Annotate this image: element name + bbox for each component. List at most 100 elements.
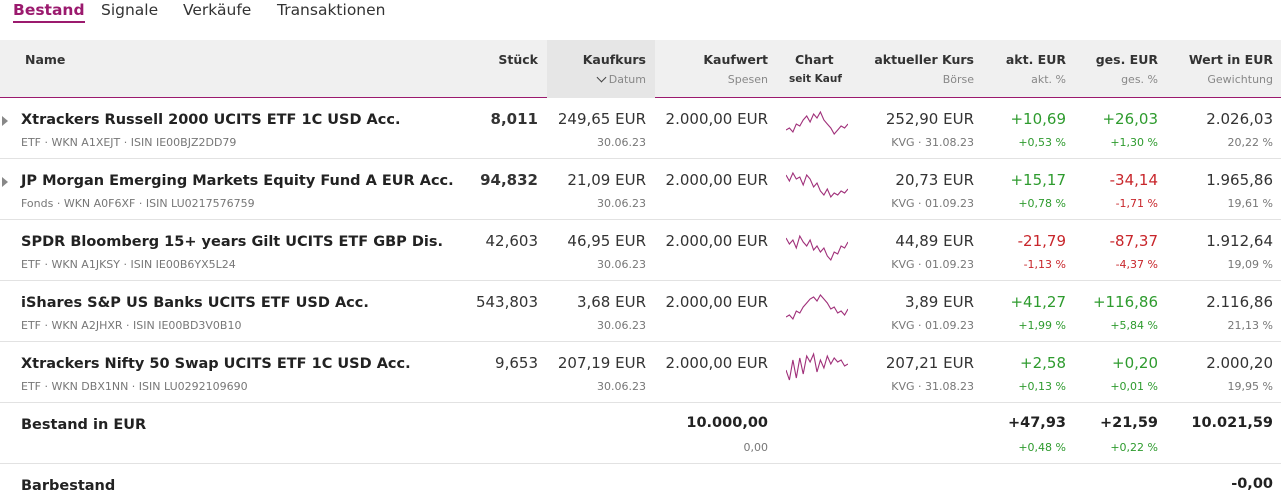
sparkline-chart[interactable] — [786, 350, 848, 384]
akt-pct-value: +0,53 % — [1018, 136, 1066, 149]
cash-wert: -0,00 — [1231, 476, 1273, 492]
ges-eur-value: +26,03 — [1102, 110, 1158, 128]
kaufdatum-value: 30.06.23 — [597, 136, 646, 149]
kaufwert-value: 2.000,00 EUR — [665, 110, 768, 128]
kaufwert-value: 2.000,00 EUR — [665, 354, 768, 372]
akt-eur-value: +10,69 — [1010, 110, 1066, 128]
table-row[interactable]: SPDR Bloomberg 15+ years Gilt UCITS ETF … — [0, 220, 1281, 281]
boerse-value: KVG · 31.08.23 — [891, 380, 974, 393]
table-row[interactable]: Xtrackers Russell 2000 UCITS ETF 1C USD … — [0, 98, 1281, 159]
security-name[interactable]: iShares S&P US Banks UCITS ETF USD Acc. — [21, 295, 369, 311]
ges-pct-value: -4,37 % — [1115, 258, 1158, 271]
sparkline-chart[interactable] — [786, 228, 848, 262]
aktueller-kurs-value: 44,89 EUR — [895, 232, 974, 250]
column-header-name[interactable]: Name — [25, 52, 66, 67]
tab-verkaeufe[interactable]: Verkäufe — [183, 1, 252, 19]
boerse-value: KVG · 01.09.23 — [891, 197, 974, 210]
sparkline-line — [786, 294, 848, 321]
akt-eur-value: -21,79 — [1017, 232, 1066, 250]
table-row[interactable]: Xtrackers Nifty 50 Swap UCITS ETF 1C USD… — [0, 342, 1281, 403]
stueck-value: 8,011 — [490, 110, 538, 128]
column-header-wert[interactable]: Wert in EUR — [1188, 52, 1273, 67]
sparkline-chart[interactable] — [786, 289, 848, 323]
security-meta: ETF · WKN A1XEJT · ISIN IE00BJZ2DD79 — [21, 136, 237, 149]
kaufwert-value: 2.000,00 EUR — [665, 293, 768, 311]
table-row[interactable]: iShares S&P US Banks UCITS ETF USD Acc. … — [0, 281, 1281, 342]
sparkline-line — [786, 171, 848, 199]
table-header: Name Stück Kaufkurs Datum Kaufwert Spese… — [0, 40, 1281, 98]
kaufkurs-value: 207,19 EUR — [557, 354, 646, 372]
sparkline-chart[interactable] — [786, 167, 848, 201]
kaufkurs-value: 21,09 EUR — [567, 171, 646, 189]
wert-value: 1.912,64 — [1206, 232, 1273, 250]
wert-value: 1.965,86 — [1206, 171, 1273, 189]
ges-eur-value: +0,20 — [1112, 354, 1158, 372]
expand-arrow-icon[interactable] — [2, 116, 8, 126]
column-header-akt-pct: akt. % — [1031, 73, 1066, 86]
column-header-kaufkurs[interactable]: Kaufkurs — [582, 52, 646, 67]
kaufdatum-value: 30.06.23 — [597, 197, 646, 210]
security-name[interactable]: Xtrackers Russell 2000 UCITS ETF 1C USD … — [21, 112, 401, 128]
security-name[interactable]: SPDR Bloomberg 15+ years Gilt UCITS ETF … — [21, 234, 443, 250]
kaufwert-value: 2.000,00 EUR — [665, 171, 768, 189]
aktueller-kurs-value: 207,21 EUR — [885, 354, 974, 372]
column-header-stueck[interactable]: Stück — [498, 52, 538, 67]
kaufdatum-value: 30.06.23 — [597, 319, 646, 332]
column-header-ges-eur[interactable]: ges. EUR — [1095, 52, 1158, 67]
summary-row: Bestand in EUR 10.000,00 0,00 +47,93 +0,… — [0, 403, 1281, 464]
stueck-value: 9,653 — [495, 354, 538, 372]
kaufwert-value: 2.000,00 EUR — [665, 232, 768, 250]
akt-pct-value: +0,13 % — [1018, 380, 1066, 393]
summary-label: Bestand in EUR — [21, 417, 147, 433]
akt-pct-value: +1,99 % — [1018, 319, 1066, 332]
wert-value: 2.000,20 — [1206, 354, 1273, 372]
stueck-value: 94,832 — [480, 171, 538, 189]
sparkline-chart[interactable] — [786, 106, 848, 140]
security-name[interactable]: JP Morgan Emerging Markets Equity Fund A… — [21, 173, 454, 189]
column-header-datum[interactable]: Datum — [596, 72, 646, 86]
akt-eur-value: +2,58 — [1020, 354, 1066, 372]
expand-arrow-icon[interactable] — [2, 177, 8, 187]
sparkline-line — [786, 110, 848, 135]
column-header-akt-eur[interactable]: akt. EUR — [1005, 52, 1066, 67]
security-name[interactable]: Xtrackers Nifty 50 Swap UCITS ETF 1C USD… — [21, 356, 411, 372]
tab-bestand[interactable]: Bestand — [13, 0, 85, 24]
column-header-seit-kauf: seit Kauf — [789, 73, 842, 85]
aktueller-kurs-value: 252,90 EUR — [885, 110, 974, 128]
column-header-aktueller-kurs[interactable]: aktueller Kurs — [874, 52, 974, 67]
kaufdatum-value: 30.06.23 — [597, 258, 646, 271]
summary-ges-pct: +0,22 % — [1110, 441, 1158, 454]
summary-wert: 10.021,59 — [1191, 415, 1273, 431]
table-row[interactable]: JP Morgan Emerging Markets Equity Fund A… — [0, 159, 1281, 220]
boerse-value: KVG · 01.09.23 — [891, 319, 974, 332]
ges-pct-value: -1,71 % — [1115, 197, 1158, 210]
wert-value: 2.116,86 — [1206, 293, 1273, 311]
summary-ges-eur: +21,59 — [1099, 415, 1158, 431]
ges-pct-value: +0,01 % — [1110, 380, 1158, 393]
ges-eur-value: +116,86 — [1092, 293, 1158, 311]
security-meta: ETF · WKN DBX1NN · ISIN LU0292109690 — [21, 380, 248, 393]
security-meta: ETF · WKN A1JKSY · ISIN IE00B6YX5L24 — [21, 258, 236, 271]
gewichtung-value: 20,22 % — [1227, 136, 1273, 149]
gewichtung-value: 19,09 % — [1227, 258, 1273, 271]
kaufkurs-value: 3,68 EUR — [576, 293, 646, 311]
sorted-column-shade — [547, 40, 655, 98]
column-header-ges-pct: ges. % — [1121, 73, 1158, 86]
security-meta: Fonds · WKN A0F6XF · ISIN LU0217576759 — [21, 197, 255, 210]
stueck-value: 543,803 — [475, 293, 538, 311]
column-header-kaufwert[interactable]: Kaufwert — [703, 52, 768, 67]
gewichtung-value: 19,61 % — [1227, 197, 1273, 210]
kaufkurs-value: 46,95 EUR — [567, 232, 646, 250]
column-header-boerse: Börse — [942, 73, 974, 86]
gewichtung-value: 21,13 % — [1227, 319, 1273, 332]
summary-kaufwert: 10.000,00 — [686, 415, 768, 431]
ges-pct-value: +5,84 % — [1110, 319, 1158, 332]
akt-eur-value: +41,27 — [1010, 293, 1066, 311]
gewichtung-value: 19,95 % — [1227, 380, 1273, 393]
tab-transaktionen[interactable]: Transaktionen — [277, 1, 386, 19]
cash-row: Barbestand -0,00 — [0, 464, 1281, 501]
sparkline-line — [786, 234, 848, 262]
datum-label: Datum — [608, 73, 646, 86]
tab-signale[interactable]: Signale — [101, 1, 159, 19]
column-header-chart: Chart — [795, 52, 834, 67]
